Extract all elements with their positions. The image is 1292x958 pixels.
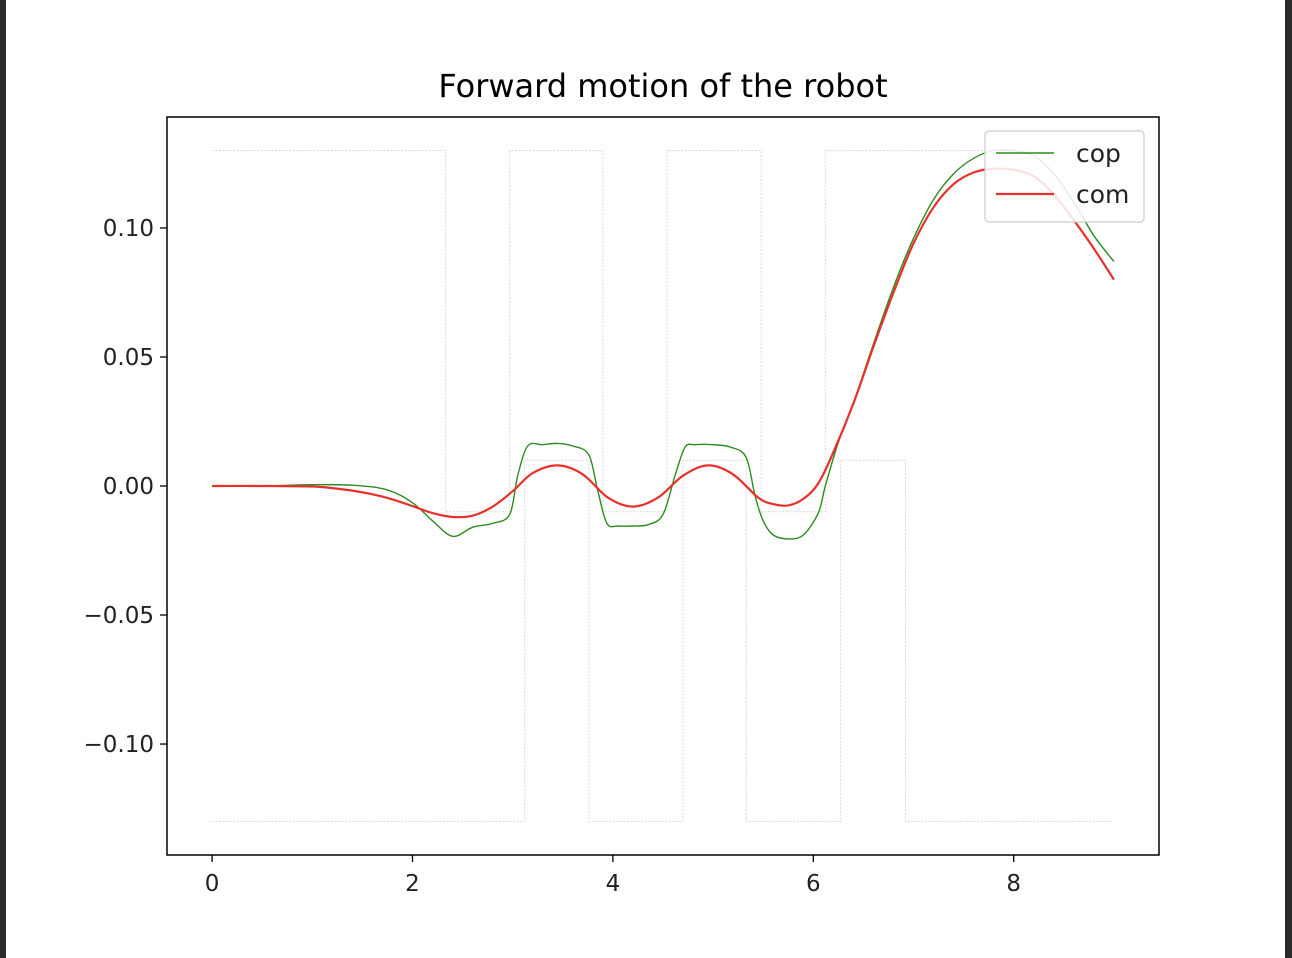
support-polygons — [212, 150, 1114, 822]
x-axis: 0 2 4 6 8 — [205, 855, 1021, 897]
y-tick-label: 0.10 — [103, 216, 154, 242]
x-tick-label: 8 — [1006, 871, 1021, 897]
y-tick-label: −0.10 — [84, 732, 154, 758]
legend-label-com: com — [1076, 180, 1129, 209]
x-tick-label: 0 — [205, 871, 220, 897]
x-tick-label: 2 — [405, 871, 420, 897]
y-axis: 0.10 0.05 0.00 −0.05 −0.10 — [84, 216, 167, 758]
legend-label-cop: cop — [1076, 139, 1121, 168]
support-polygon-upper — [212, 150, 1114, 513]
y-tick-label: 0.05 — [103, 345, 154, 371]
series-line-cop — [212, 149, 1115, 540]
legend-box — [984, 130, 1145, 223]
window-frame-left — [0, 0, 6, 958]
support-polygon-lower — [212, 459, 1114, 822]
series-line-com — [212, 167, 1115, 519]
chart-title: Forward motion of the robot — [438, 67, 887, 105]
legend: cop com — [984, 130, 1145, 223]
x-tick-label: 6 — [806, 871, 821, 897]
y-tick-label: 0.00 — [103, 474, 154, 500]
series-layer — [212, 149, 1115, 540]
window-frame-right — [1285, 0, 1292, 958]
y-tick-label: −0.05 — [84, 603, 154, 629]
x-tick-label: 4 — [606, 871, 621, 897]
